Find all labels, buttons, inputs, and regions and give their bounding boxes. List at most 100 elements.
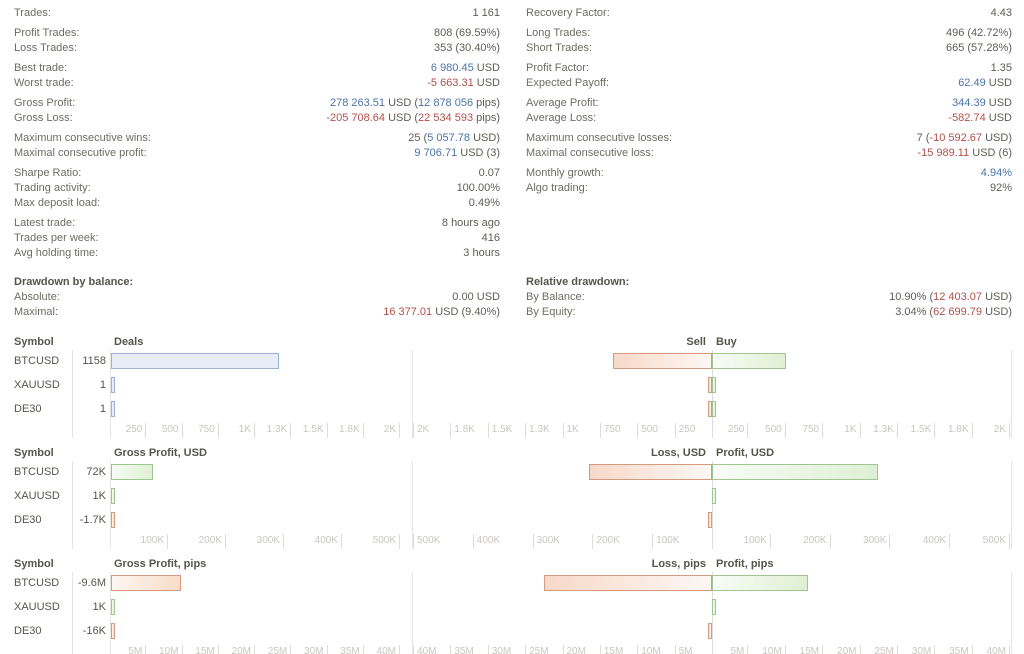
left-bar-de30 [111,512,115,528]
axis-tick: 300K [844,534,891,549]
stat-row: Max deposit load: 0.49% [14,196,500,211]
chart-body: 100K 200K 300K 400K 500K 100K 100K 200K 200K 300K… [0,461,1024,549]
stat-value-segment: USD) [470,132,500,144]
buy-column-title: Buy [716,336,737,348]
stat-label: Sharpe Ratio: [14,167,82,179]
stat-value-segment: 10.90% ( [889,291,934,303]
stat-value-segment: 3 hours [463,247,500,259]
stat-group: Sharpe Ratio: 0.07 Trading activity: 100.00… [14,166,500,211]
drawdown-header: Drawdown by balance: [14,276,134,288]
stat-value-segment: 12 403.07 [933,291,983,303]
buy-bar-xauusd [712,488,716,504]
value-column: 72K 1K -1.7K [64,461,106,533]
axis-tick: 2K [354,423,400,438]
stat-value: 6 980.45 USD [431,61,500,76]
stat-row: Best trade: 6 980.45 USD [14,61,500,76]
drawdown-by-balance: Drawdown by balance: Absolute: 0.00 USD Max… [0,275,512,320]
stat-value-segment: USD (6) [969,147,1012,159]
axis-tick: 25M [245,645,292,654]
symbol-label: XAUUSD [14,379,60,391]
stat-value-segment: 16 377.01 [383,306,433,318]
axis-tick: 15M [173,645,219,654]
buy-bar-btcusd [712,464,878,480]
symbol-column: BTCUSD XAUUSD DE30 [14,572,68,644]
stat-value: 3.04% (62 699.79 USD) [895,305,1012,320]
stat-label: Average Loss: [526,112,597,124]
stat-value: 8 hours ago [442,216,500,231]
drawdown-section: Drawdown by balance: Absolute: 0.00 USD Max… [0,275,1024,320]
stat-row: Profit Trades: 808 (69.59%) [14,26,500,41]
axis-tick: 20M [209,645,255,654]
left-chart-title: Deals [114,336,144,348]
chart-block: Symbol Deals Sell Buy 250 500 750 1K 1.3K 1.5K 1.8… [0,335,1024,438]
stat-value: 62.49 USD [958,76,1012,91]
axis-tick: 40M [413,645,459,654]
stat-group: Average Profit: 344.39 USD Average Loss: -5… [526,96,1012,126]
stat-value-segment: -205 708.64 [326,112,386,124]
stat-group: Best trade: 6 980.45 USD Worst trade: -5 66… [14,61,500,91]
axis-tick: 35M [450,645,496,654]
stat-label: Profit Trades: [14,27,80,39]
axis-tick: 200K [785,534,831,549]
axis-tick: 1K [562,423,609,438]
symbol-charts: Symbol Deals Sell Buy 250 500 750 1K 1.3K 1.5K 1.8… [0,335,1024,654]
stat-value-segment: 0.49% [468,197,500,209]
stats-right-column: Recovery Factor: 4.43 Long Trades: 496 (42.… [512,6,1024,266]
stat-value: 92% [990,181,1012,196]
axis-tick: 5M [702,645,749,654]
axis-tick: 100K [652,534,698,549]
axis-tick: 5M [100,645,147,654]
symbol-value-label: 1 [99,379,106,391]
axis-tick: 400K [472,534,519,549]
stat-value-segment: 4.43 [990,7,1012,19]
stat-value-segment: 353 (30.40%) [433,42,500,54]
stat-label: Short Trades: [526,42,593,54]
stat-value-segment: 100.00% [456,182,500,194]
stat-group: Latest trade: 8 hours ago Trades per week:… [14,216,500,261]
right-plot-area: 250 250 500 500 750 750 1K 1K 1.3K 1.3K 1.5K 1.5K 1.… [412,350,1012,438]
stat-label: Recovery Factor: [526,7,610,19]
stat-value-segment: USD (3) [457,147,500,159]
stat-group: Profit Trades: 808 (69.59%) Loss Trades: 35… [14,26,500,56]
stat-row: Absolute: 0.00 USD [14,290,500,305]
left-bar-xauusd [111,488,115,504]
stat-label: Best trade: [14,62,68,74]
left-chart-title: Gross Profit, USD [114,447,207,459]
left-bar-btcusd [111,575,181,591]
stat-value-segment: 9 706.71 [414,147,458,159]
stat-value-segment: USD [985,77,1012,89]
symbol-value-label: 1K [92,601,106,613]
axis-tick: 100K [122,534,168,549]
axis-tick: 40M [354,645,400,654]
axis-tick: 35M [318,645,364,654]
stat-value-segment: 8 hours ago [441,217,500,229]
stat-value: 4.43 [991,6,1012,21]
axis-tick: 300K [238,534,284,549]
stat-label: Maximal: [14,306,59,318]
axis-tick: 35M [927,645,973,654]
symbol-column: BTCUSD XAUUSD DE30 [14,350,68,422]
stat-value-segment: 496 (42.72%) [945,27,1012,39]
stat-group: Recovery Factor: 4.43 [526,6,1012,21]
axis-tick: 300K [532,534,579,549]
symbol-label: XAUUSD [14,490,60,502]
axis-tick: 25M [852,645,898,654]
stat-value-segment: 6 980.45 [430,62,474,74]
stat-value: 100.00% [457,181,500,196]
column-separator-line [72,461,73,549]
symbol-label: XAUUSD [14,601,60,613]
stat-value-segment: 25 ( [408,132,428,144]
axis-tick: 2K [964,423,1010,438]
value-column: 1158 1 1 [64,350,106,422]
axis-tick: 1.3K [245,423,292,438]
stat-label: By Equity: [526,306,576,318]
stat-value-segment: 62.49 [958,77,986,89]
stat-value: 496 (42.72%) [946,26,1012,41]
stat-row: Trades per week: 416 [14,231,500,246]
axis-tick: 5M [674,645,721,654]
stat-value-segment: 3.04% ( [895,306,934,318]
symbol-label: BTCUSD [14,466,60,478]
stat-row: By Balance: 10.90% (12 403.07 USD) [526,290,1012,305]
axis-tick: 500K [354,534,400,549]
axis-tick: 1.8K [318,423,364,438]
